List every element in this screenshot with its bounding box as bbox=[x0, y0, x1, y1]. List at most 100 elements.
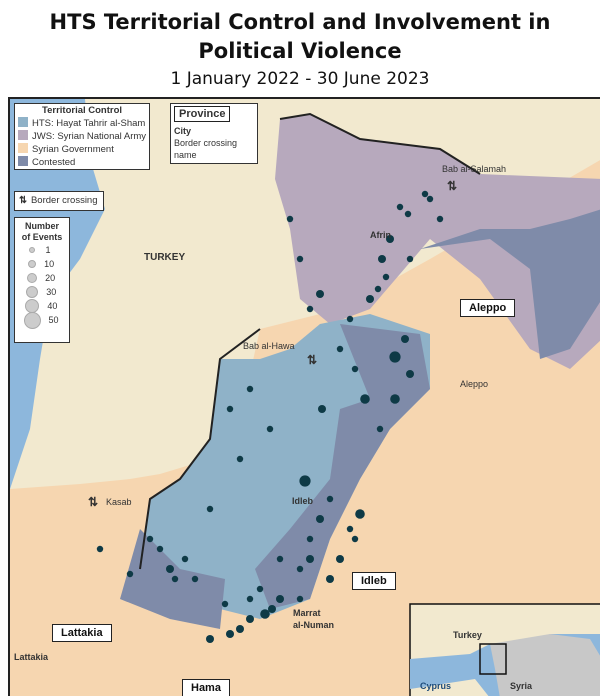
map[interactable]: Territorial Control HTS: Hayat Tahrir al… bbox=[8, 97, 600, 696]
contested-swatch bbox=[18, 156, 28, 166]
event-dot bbox=[355, 509, 365, 519]
event-dot bbox=[226, 405, 234, 413]
legend-item-jws: JWS: Syrian National Army bbox=[15, 130, 149, 143]
event-dot bbox=[436, 215, 444, 223]
event-dot bbox=[126, 570, 134, 578]
event-dot bbox=[260, 609, 270, 619]
inset-label-syria: Syria bbox=[510, 681, 533, 691]
label-lattakia-city: Lattakia bbox=[14, 652, 49, 662]
event-dot bbox=[191, 575, 199, 583]
event-dot bbox=[406, 255, 414, 263]
event-dot bbox=[389, 351, 401, 363]
event-dot bbox=[382, 273, 390, 281]
event-dots bbox=[96, 190, 444, 643]
event-dot bbox=[296, 565, 304, 573]
event-dot bbox=[246, 385, 254, 393]
event-dot bbox=[156, 545, 164, 553]
event-dot bbox=[276, 555, 284, 563]
label-key: Province City Border crossing name bbox=[170, 103, 258, 164]
event-dot bbox=[318, 405, 326, 413]
label-kasab: Kasab bbox=[106, 497, 132, 507]
event-dot bbox=[206, 505, 214, 513]
event-dot bbox=[286, 215, 294, 223]
event-size-item: 1 bbox=[15, 243, 69, 257]
event-dot bbox=[426, 195, 434, 203]
map-subtitle: 1 January 2022 - 30 June 2023 bbox=[170, 69, 430, 89]
border-crossing-icon: ⇅ bbox=[88, 495, 99, 509]
inset-label-cyprus: Cyprus bbox=[420, 681, 452, 691]
label-turkey: TURKEY bbox=[144, 252, 186, 263]
gov-swatch bbox=[18, 143, 28, 153]
event-dot bbox=[376, 425, 384, 433]
hts-area bbox=[140, 314, 430, 619]
event-size-circle bbox=[26, 272, 38, 284]
province-hama: Hama bbox=[182, 679, 230, 696]
event-dot bbox=[360, 394, 370, 404]
event-size-item: 30 bbox=[15, 285, 69, 299]
event-size-item: 50 bbox=[15, 311, 69, 329]
event-dot bbox=[306, 305, 314, 313]
province-idleb: Idleb bbox=[352, 572, 396, 590]
inset-label-turkey: Turkey bbox=[453, 630, 482, 640]
label-bab-al-salamah: Bab al-Salamah bbox=[442, 164, 507, 174]
event-dot bbox=[306, 555, 314, 563]
event-dot bbox=[351, 535, 359, 543]
event-dot bbox=[236, 455, 244, 463]
label-bab-al-hawa: Bab al-Hawa bbox=[243, 341, 295, 351]
event-dot bbox=[336, 345, 344, 353]
event-dot bbox=[316, 515, 324, 523]
event-dot bbox=[268, 605, 276, 613]
label-idleb-city: Idleb bbox=[292, 496, 314, 506]
event-dot bbox=[276, 595, 284, 603]
event-dot bbox=[404, 210, 412, 218]
event-dot bbox=[296, 595, 304, 603]
province-lattakia: Lattakia bbox=[52, 624, 112, 642]
jws-swatch bbox=[18, 130, 28, 140]
event-dot bbox=[96, 545, 104, 553]
event-dot bbox=[346, 315, 354, 323]
territorial-legend: Territorial Control HTS: Hayat Tahrir al… bbox=[14, 103, 151, 170]
event-dot bbox=[396, 203, 404, 211]
event-dot bbox=[181, 555, 189, 563]
legend-title: Territorial Control bbox=[41, 105, 123, 116]
event-dot bbox=[246, 595, 254, 603]
event-size-item: 10 bbox=[15, 257, 69, 271]
contested-area-east bbox=[420, 209, 600, 359]
event-size-circle bbox=[25, 285, 39, 299]
province-aleppo: Aleppo bbox=[460, 299, 516, 317]
event-dot bbox=[326, 575, 334, 583]
inset-syria bbox=[490, 634, 600, 696]
event-dot bbox=[221, 600, 229, 608]
event-dot bbox=[296, 255, 304, 263]
legend-item-gov: Syrian Government bbox=[15, 143, 149, 156]
label-marrat-al-numan: Marrat al-Numan bbox=[293, 608, 335, 630]
event-dot bbox=[378, 255, 386, 263]
label-afrin: Afrin bbox=[370, 230, 391, 240]
event-dot bbox=[351, 365, 359, 373]
border-crossing-legend: ⇅ Border crossing bbox=[14, 191, 104, 211]
event-dot bbox=[406, 370, 414, 378]
event-dot bbox=[306, 535, 314, 543]
event-dot bbox=[226, 630, 234, 638]
map-title: HTS Territorial Control and Involvement … bbox=[49, 10, 551, 63]
border-crossing-icon: ⇅ bbox=[307, 353, 318, 367]
event-dot bbox=[390, 394, 400, 404]
hts-swatch bbox=[18, 117, 28, 127]
event-size-item: 20 bbox=[15, 271, 69, 285]
event-dot bbox=[336, 555, 344, 563]
event-dot bbox=[236, 625, 244, 633]
event-dot bbox=[374, 285, 382, 293]
event-dot bbox=[266, 425, 274, 433]
border-crossing-icon: ⇅ bbox=[447, 179, 458, 193]
event-dot bbox=[346, 525, 354, 533]
event-dot bbox=[316, 290, 324, 298]
border-line bbox=[139, 112, 481, 570]
event-size-circle bbox=[23, 311, 41, 329]
event-dot bbox=[256, 585, 264, 593]
event-dot bbox=[206, 635, 214, 643]
event-dot bbox=[326, 495, 334, 503]
label-aleppo-city: Aleppo bbox=[460, 379, 489, 389]
legend-item-hts: HTS: Hayat Tahrir al-Sham bbox=[15, 117, 149, 130]
event-size-circle bbox=[27, 259, 37, 269]
event-size-circle bbox=[29, 247, 35, 253]
